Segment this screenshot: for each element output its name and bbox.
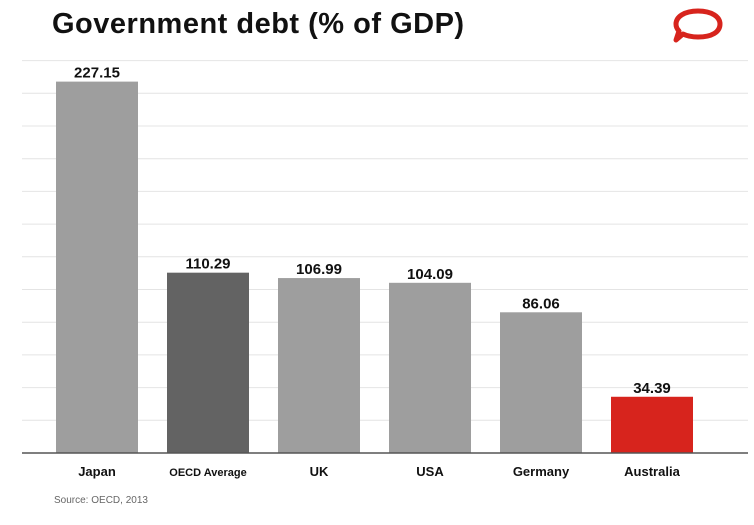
bar: [500, 312, 582, 453]
bar: [278, 278, 360, 453]
category-label: OECD Average: [169, 467, 246, 479]
category-label: UK: [310, 464, 329, 479]
bar: [56, 81, 138, 454]
data-label: 227.15: [74, 65, 120, 82]
category-label: Germany: [513, 464, 570, 479]
category-label: USA: [416, 464, 444, 479]
data-label: 106.99: [296, 261, 342, 278]
category-label: Australia: [624, 464, 680, 479]
bar: [611, 396, 693, 453]
data-label: 34.39: [633, 380, 671, 397]
bar: [389, 282, 471, 453]
category-label: Japan: [78, 464, 116, 479]
chart-title: Government debt (% of GDP): [52, 8, 465, 40]
data-label: 104.09: [407, 266, 453, 283]
source-note: Source: OECD, 2013: [54, 495, 148, 506]
bar: [167, 272, 249, 453]
data-label: 110.29: [185, 256, 230, 273]
speech-bubble-logo-icon: [673, 8, 723, 43]
data-label: 86.06: [522, 295, 560, 312]
